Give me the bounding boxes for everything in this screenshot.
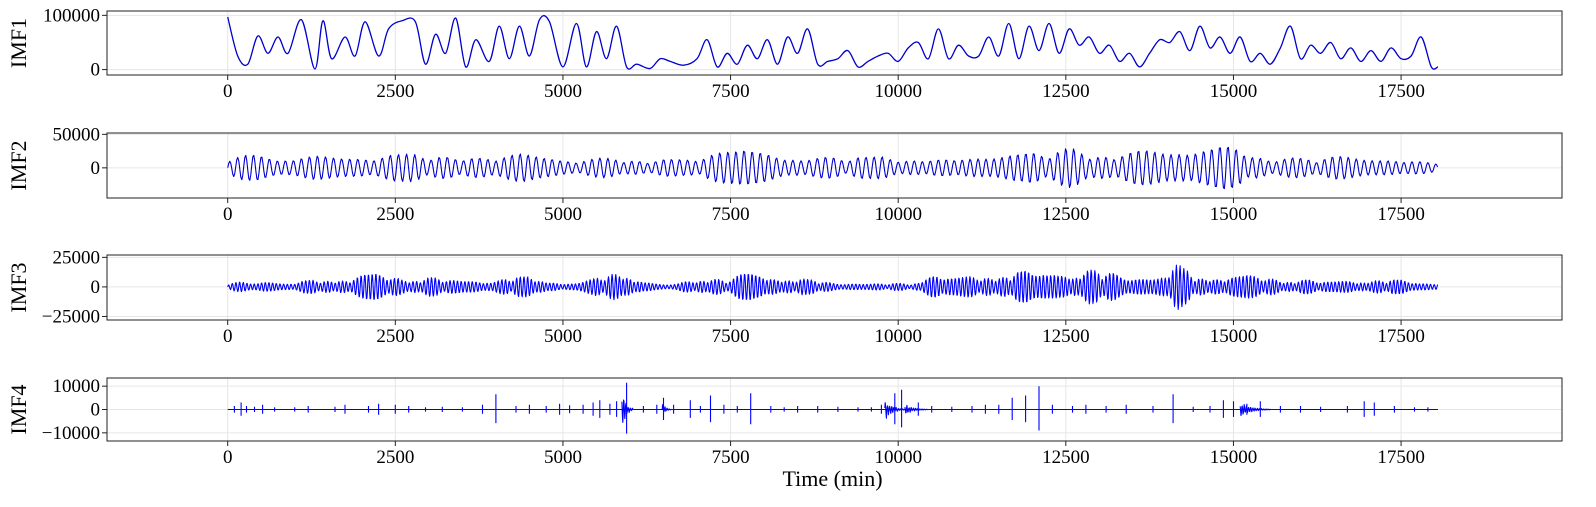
imf2-xtick-label: 12500 — [1042, 204, 1090, 225]
imf3-ytick-label: 0 — [91, 277, 101, 298]
imf3-xtick-label: 2500 — [376, 326, 414, 347]
imf3-ytick-label: −25000 — [42, 306, 100, 327]
imf1-ytick-label: 100000 — [43, 5, 100, 26]
imf4-xtick-label: 12500 — [1042, 447, 1090, 468]
imf1-xtick-label: 10000 — [874, 81, 922, 102]
imf3-xtick-label: 0 — [223, 326, 233, 347]
imf1-xtick-label: 15000 — [1210, 81, 1258, 102]
imf1-xtick-label: 2500 — [376, 81, 414, 102]
imf3-xtick-label: 10000 — [874, 326, 922, 347]
imf4-xtick-label: 17500 — [1377, 447, 1425, 468]
imf3-xtick-label: 15000 — [1210, 326, 1258, 347]
imf3-xtick-label: 17500 — [1377, 326, 1425, 347]
imf3-xtick-label: 5000 — [544, 326, 582, 347]
imf1-xtick-label: 7500 — [712, 81, 750, 102]
imf2-ylabel: IMF2 — [6, 140, 31, 190]
imf1-ylabel: IMF1 — [6, 18, 31, 68]
imf2-series-line — [227, 146, 1439, 190]
imf4-xtick-label: 0 — [223, 447, 233, 468]
imf2-xtick-label: 2500 — [376, 204, 414, 225]
imf2-ytick-label: 50000 — [53, 124, 101, 145]
imf4-xtick-label: 7500 — [712, 447, 750, 468]
imf3-axes-frame — [106, 254, 1563, 321]
imf2-xtick-label: 15000 — [1210, 204, 1258, 225]
imf1-xtick-label: 5000 — [544, 81, 582, 102]
imf4-xtick-label: 15000 — [1210, 447, 1258, 468]
imf4-ytick-label: −10000 — [42, 423, 100, 444]
imf3-ytick-label: 25000 — [53, 247, 101, 268]
imf2-xtick-label: 7500 — [712, 204, 750, 225]
imf2-xtick-label: 0 — [223, 204, 233, 225]
imf3-series-line — [227, 264, 1439, 310]
imf3-xtick-label: 7500 — [712, 326, 750, 347]
imf1-xtick-label: 0 — [223, 81, 233, 102]
imf1-axes-frame — [106, 10, 1563, 76]
imf2-ytick-label: 0 — [91, 158, 101, 179]
imf1-series-line — [227, 15, 1439, 70]
imf1-xtick-label: 17500 — [1377, 81, 1425, 102]
imf3-ylabel: IMF3 — [6, 262, 31, 312]
imf2-xtick-label: 5000 — [544, 204, 582, 225]
imf1-xtick-label: 12500 — [1042, 81, 1090, 102]
imf3-xtick-label: 12500 — [1042, 326, 1090, 347]
imf4-xtick-label: 5000 — [544, 447, 582, 468]
imf2-axes-frame — [106, 132, 1563, 199]
imf4-ylabel: IMF4 — [6, 384, 31, 434]
imf1-ytick-label: 0 — [91, 60, 101, 81]
imf4-ytick-label: 0 — [91, 400, 101, 421]
imf4-series-line — [227, 382, 1438, 434]
imf2-xtick-label: 10000 — [874, 204, 922, 225]
imf4-xtick-label: 10000 — [874, 447, 922, 468]
imf2-xtick-label: 17500 — [1377, 204, 1425, 225]
imf4-ytick-label: 10000 — [53, 376, 101, 397]
x-axis-label: Time (min) — [782, 466, 882, 491]
imf4-xtick-label: 2500 — [376, 447, 414, 468]
